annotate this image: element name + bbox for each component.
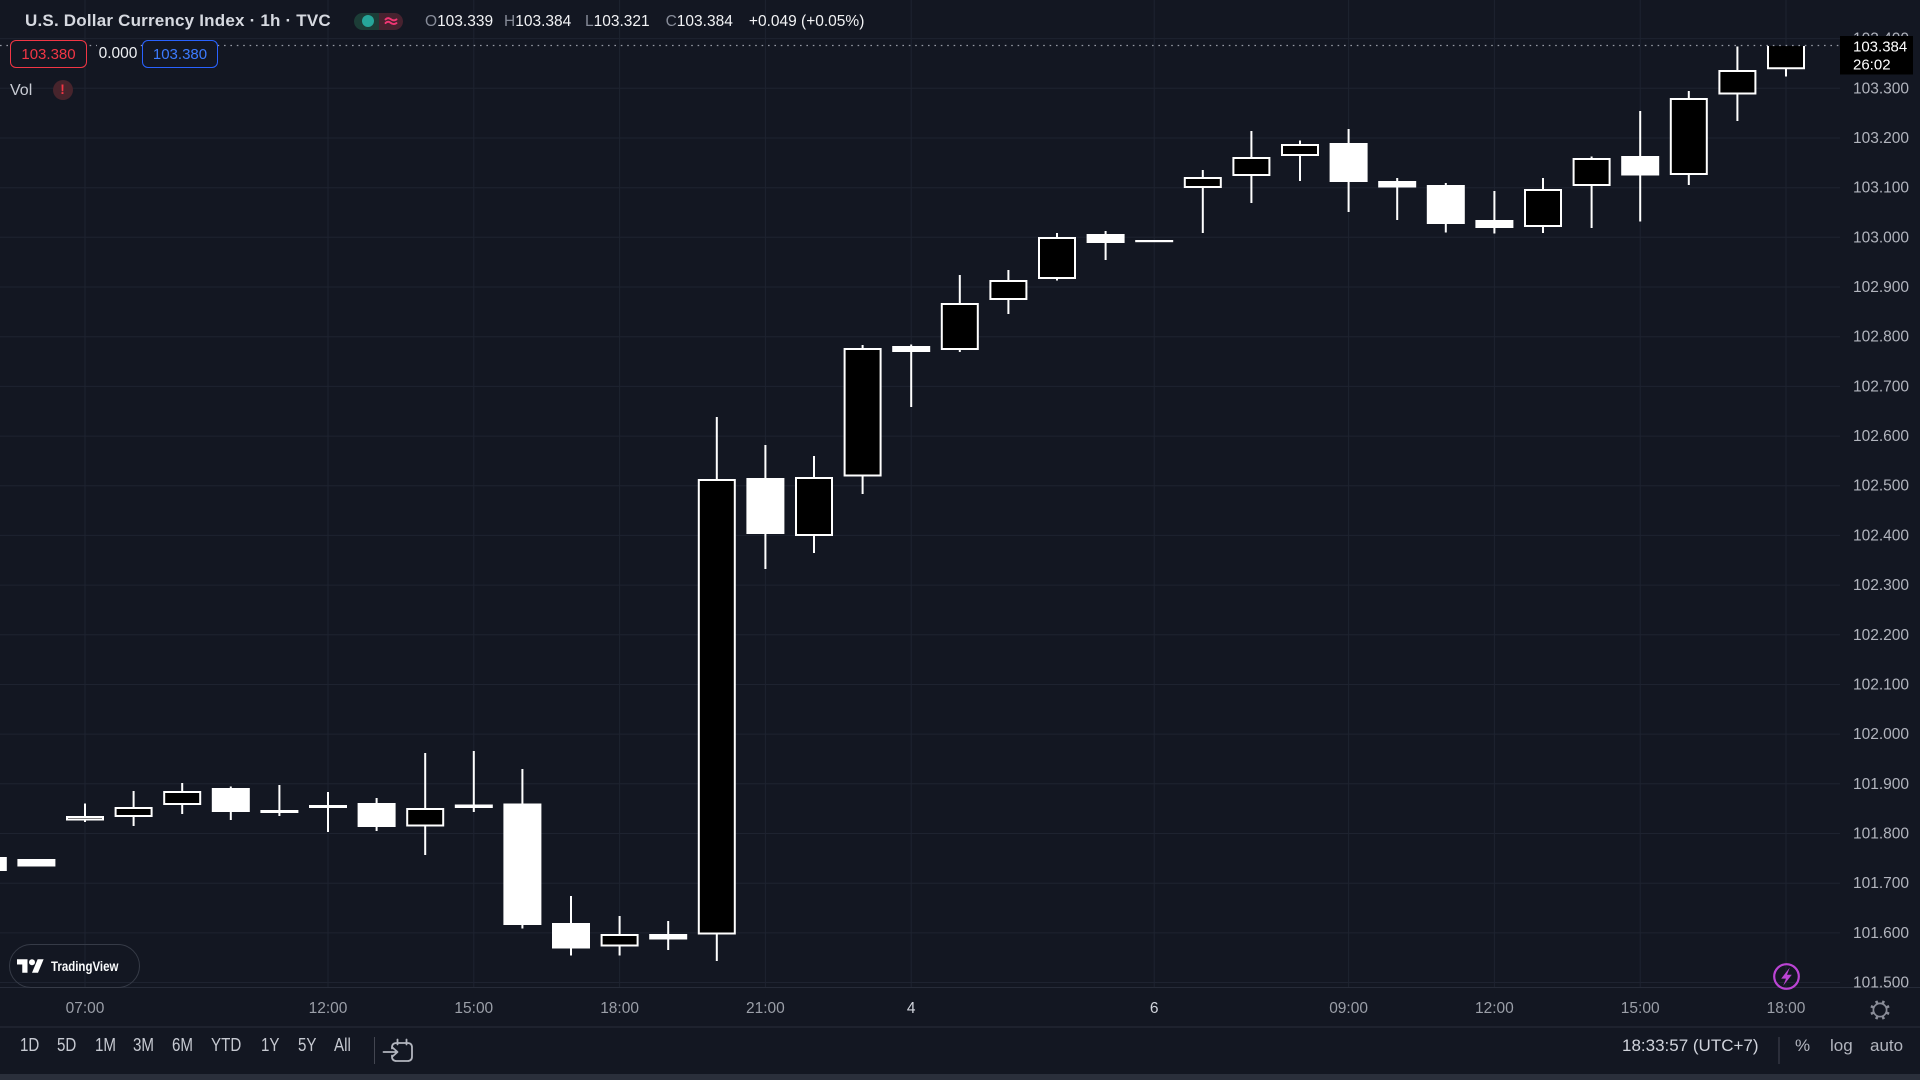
svg-text:15:00: 15:00 — [454, 1000, 493, 1017]
svg-text:103.200: 103.200 — [1853, 130, 1909, 147]
svg-text:102.100: 102.100 — [1853, 677, 1909, 694]
svg-text:15:00: 15:00 — [1621, 1000, 1660, 1017]
svg-text:101.600: 101.600 — [1853, 925, 1909, 942]
svg-text:4: 4 — [907, 1000, 916, 1017]
svg-text:102.000: 102.000 — [1853, 726, 1909, 743]
svg-text:102.300: 102.300 — [1853, 577, 1909, 594]
svg-text:6: 6 — [1150, 1000, 1159, 1017]
svg-text:07:00: 07:00 — [66, 1000, 105, 1017]
svg-text:18:00: 18:00 — [600, 1000, 639, 1017]
svg-text:102.800: 102.800 — [1853, 329, 1909, 346]
svg-text:103.300: 103.300 — [1853, 80, 1909, 97]
svg-text:09:00: 09:00 — [1329, 1000, 1368, 1017]
svg-text:26:02: 26:02 — [1853, 57, 1891, 74]
svg-text:21:00: 21:00 — [746, 1000, 785, 1017]
svg-text:101.900: 101.900 — [1853, 776, 1909, 793]
svg-text:102.200: 102.200 — [1853, 627, 1909, 644]
svg-text:103.100: 103.100 — [1853, 180, 1909, 197]
svg-text:102.700: 102.700 — [1853, 378, 1909, 395]
svg-text:101.500: 101.500 — [1853, 975, 1909, 992]
svg-text:18:00: 18:00 — [1767, 1000, 1806, 1017]
svg-text:102.900: 102.900 — [1853, 279, 1909, 296]
svg-text:103.384: 103.384 — [1853, 39, 1907, 56]
svg-text:102.600: 102.600 — [1853, 428, 1909, 445]
svg-text:12:00: 12:00 — [1475, 1000, 1514, 1017]
svg-text:103.000: 103.000 — [1853, 229, 1909, 246]
svg-text:101.800: 101.800 — [1853, 826, 1909, 843]
svg-text:102.400: 102.400 — [1853, 527, 1909, 544]
svg-text:101.700: 101.700 — [1853, 875, 1909, 892]
svg-text:102.500: 102.500 — [1853, 478, 1909, 495]
svg-text:12:00: 12:00 — [309, 1000, 348, 1017]
